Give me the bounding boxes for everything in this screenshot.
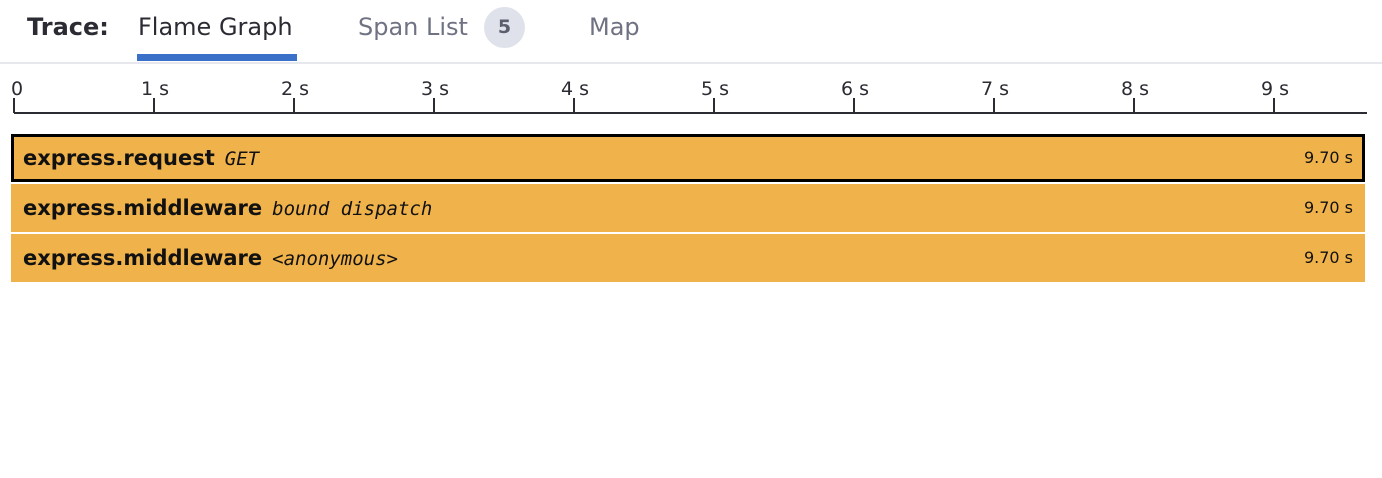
timeline-axis: 0 1 s 2 s 3 s 4 s 5 s 6 s 7 s 8 s 9 s — [0, 62, 1382, 122]
timeline-tick-mark — [993, 98, 995, 113]
span-resource: GET — [224, 148, 260, 170]
timeline-tick-label: 6 s — [841, 78, 870, 100]
span-bar[interactable]: express.middleware bound dispatch 9.70 s — [11, 184, 1365, 232]
timeline-axis-line — [14, 112, 1367, 114]
span-bar[interactable]: express.middleware <anonymous> 9.70 s — [11, 234, 1365, 282]
timeline-tick-label: 8 s — [1121, 78, 1150, 100]
tab-span-list[interactable]: Span List — [358, 13, 468, 41]
timeline-tick-label: 7 s — [981, 78, 1010, 100]
span-resource: <anonymous> — [272, 248, 398, 270]
span-bar-label: express.middleware bound dispatch — [23, 184, 432, 232]
timeline-tick-mark — [13, 98, 15, 113]
timeline-tick-mark — [1133, 98, 1135, 113]
tab-map[interactable]: Map — [589, 13, 640, 41]
timeline-tick-label: 5 s — [701, 78, 730, 100]
timeline-tick-label: 0 — [11, 78, 24, 100]
timeline-tick-mark — [853, 98, 855, 113]
active-tab-indicator — [137, 54, 297, 61]
span-count-badge: 5 — [484, 7, 525, 48]
timeline-tick-label: 9 s — [1261, 78, 1290, 100]
trace-label: Trace: — [27, 13, 109, 41]
timeline-tick-mark — [153, 98, 155, 113]
span-name: express.request — [23, 146, 215, 170]
span-duration: 9.70 s — [1303, 148, 1353, 167]
span-name: express.middleware — [23, 246, 263, 270]
timeline-tick-mark — [713, 98, 715, 113]
timeline-tick-label: 2 s — [281, 78, 310, 100]
span-bar[interactable]: express.request GET 9.70 s — [11, 134, 1365, 182]
trace-tabbar: Trace: Flame Graph Span List 5 Map — [0, 0, 1382, 64]
span-bar-label: express.request GET — [23, 137, 259, 179]
timeline-tick-mark — [1273, 98, 1275, 113]
flame-graph-bars: express.request GET 9.70 s express.middle… — [11, 134, 1365, 284]
span-duration: 9.70 s — [1303, 248, 1353, 267]
tab-flame-graph[interactable]: Flame Graph — [138, 13, 293, 41]
timeline-tick-mark — [433, 98, 435, 113]
span-duration: 9.70 s — [1303, 198, 1353, 217]
span-resource: bound dispatch — [272, 198, 433, 220]
timeline-tick-label: 1 s — [141, 78, 170, 100]
span-bar-label: express.middleware <anonymous> — [23, 234, 398, 282]
timeline-tick-label: 3 s — [421, 78, 450, 100]
timeline-tick-mark — [293, 98, 295, 113]
timeline-tick-label: 4 s — [561, 78, 590, 100]
timeline-tick-mark — [573, 98, 575, 113]
span-name: express.middleware — [23, 196, 263, 220]
